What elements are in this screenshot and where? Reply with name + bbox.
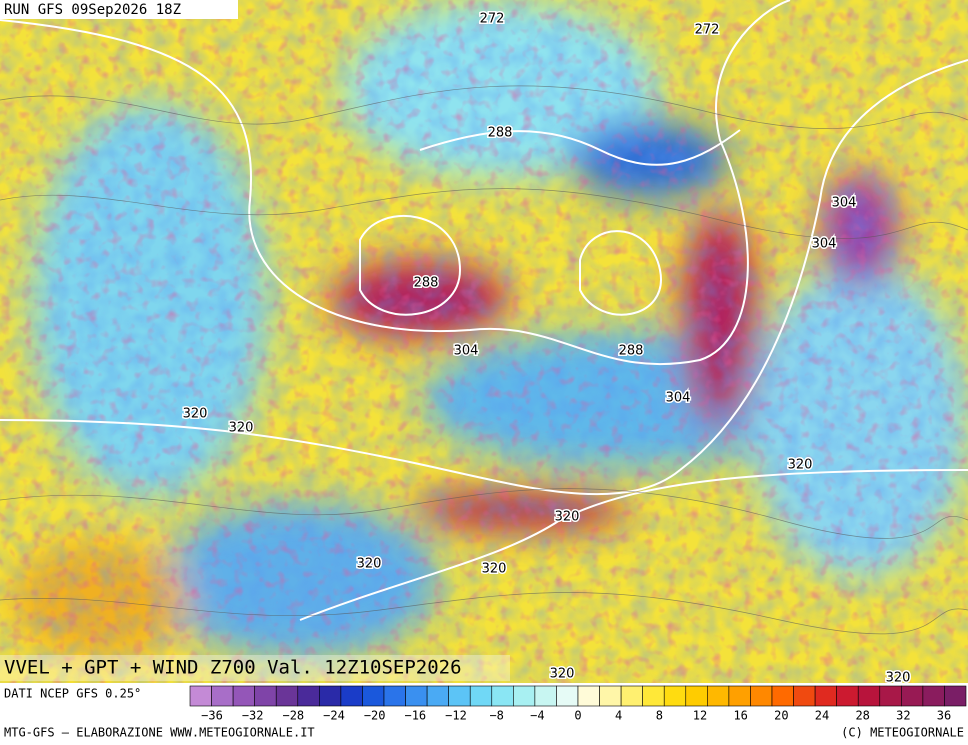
colorbar-swatch bbox=[491, 685, 514, 707]
contour-label: 304 bbox=[454, 344, 479, 359]
source-label: DATI NCEP GFS 0.25° bbox=[4, 687, 141, 701]
colorbar-swatch bbox=[857, 685, 881, 707]
colorbar-swatch bbox=[707, 685, 730, 707]
contour-label: 320 bbox=[482, 562, 507, 577]
map-title: VVEL + GPT + WIND Z700 Val. 12Z10SEP2026 bbox=[4, 657, 462, 679]
colorbar-tick-label: 12 bbox=[693, 709, 707, 723]
colorbar-swatch bbox=[448, 685, 471, 707]
colorbar-swatch bbox=[383, 685, 406, 707]
colorbar-swatch bbox=[728, 685, 751, 707]
run-label: RUN GFS 09Sep2026 18Z bbox=[4, 2, 181, 18]
colorbar-swatch bbox=[297, 685, 320, 707]
colorbar-swatch bbox=[814, 685, 837, 707]
colorbar-swatch bbox=[879, 685, 902, 707]
colorbar-swatch bbox=[577, 685, 600, 707]
colorbar-swatch bbox=[211, 685, 234, 707]
colorbar-tick-label: −20 bbox=[364, 709, 386, 723]
colorbar-tick-label: −24 bbox=[323, 709, 345, 723]
contour-label: 288 bbox=[619, 344, 644, 359]
colorbar-swatch bbox=[556, 685, 579, 707]
footer-right: (C) METEOGIORNALE bbox=[841, 726, 964, 740]
colorbar-tick-label: 16 bbox=[733, 709, 747, 723]
colorbar-swatch bbox=[275, 685, 299, 707]
colorbar-swatch bbox=[254, 685, 277, 707]
colorbar-tick-label: 8 bbox=[656, 709, 663, 723]
colorbar-swatch bbox=[599, 685, 622, 707]
contour-label: 320 bbox=[357, 557, 382, 572]
colorbar-swatch bbox=[620, 685, 643, 707]
contour-labels: 272 272 288 288 288 304 304 304 304 320 320 320 320 3… bbox=[181, 10, 912, 686]
footer-left: MTG-GFS — ELABORAZIONE WWW.METEOGIORNALE… bbox=[4, 726, 315, 740]
colorbar-tick-label: −16 bbox=[404, 709, 426, 723]
colorbar-swatch bbox=[426, 685, 449, 707]
colorbar-swatch bbox=[469, 685, 493, 707]
contour-label: 320 bbox=[788, 458, 813, 473]
colorbar-tick-label: −12 bbox=[445, 709, 467, 723]
contour-label: 272 bbox=[480, 12, 505, 27]
colorbar-swatch bbox=[685, 685, 708, 707]
contour-label: 304 bbox=[812, 237, 837, 252]
colorbar-tick-label: 24 bbox=[815, 709, 829, 723]
colorbar-tick-label: −28 bbox=[282, 709, 304, 723]
contour-label: 304 bbox=[666, 391, 691, 406]
colorbar-swatch bbox=[663, 685, 687, 707]
colorbar-tick-label: −32 bbox=[242, 709, 264, 723]
colorbar-tick-label: −4 bbox=[530, 709, 544, 723]
colorbar-swatch bbox=[944, 685, 967, 707]
colorbar-swatch bbox=[836, 685, 859, 707]
contour-label: 304 bbox=[832, 196, 857, 211]
colorbar-tick-label: 36 bbox=[937, 709, 951, 723]
contour-label: 272 bbox=[695, 23, 720, 38]
header-box bbox=[0, 0, 238, 19]
colorbar-swatch bbox=[642, 685, 665, 707]
colorbar-swatch bbox=[189, 685, 212, 707]
colorbar-swatch bbox=[362, 685, 385, 707]
colorbar-tick-label: 4 bbox=[615, 709, 622, 723]
colorbar-tick-label: −36 bbox=[201, 709, 223, 723]
colorbar-swatch bbox=[513, 685, 536, 707]
colorbar-swatch bbox=[901, 685, 924, 707]
colorbar-tick-label: 32 bbox=[896, 709, 910, 723]
colorbar-tick-label: 0 bbox=[574, 709, 581, 723]
contour-label: 320 bbox=[550, 667, 575, 682]
colorbar-swatch bbox=[771, 685, 794, 707]
contour-label: 320 bbox=[886, 671, 911, 686]
contour-label: 288 bbox=[414, 276, 439, 291]
colorbar-swatch bbox=[750, 685, 773, 707]
contour-label: 320 bbox=[555, 510, 580, 525]
colorbar-swatch bbox=[793, 685, 816, 707]
colorbar-swatch bbox=[319, 685, 342, 707]
colorbar-tick-label: 28 bbox=[855, 709, 869, 723]
contour-label: 288 bbox=[488, 126, 513, 141]
map: 272 272 288 288 288 304 304 304 304 320 320 320 320 3… bbox=[0, 0, 968, 686]
colorbar-swatch bbox=[340, 685, 363, 707]
colorbar-swatch bbox=[534, 685, 557, 707]
colorbar: −36 −32 −28 −24 −20 −16 −12 −8 −4 0 4 8 12 16 20 24 28 32… bbox=[189, 685, 967, 723]
colorbar-swatch bbox=[405, 685, 428, 707]
colorbar-swatch bbox=[232, 685, 255, 707]
contour-label: 320 bbox=[183, 407, 208, 422]
colorbar-swatch bbox=[922, 685, 945, 707]
colorbar-tick-label: 20 bbox=[774, 709, 788, 723]
contour-label: 320 bbox=[229, 421, 254, 436]
colorbar-tick-label: −8 bbox=[489, 709, 503, 723]
